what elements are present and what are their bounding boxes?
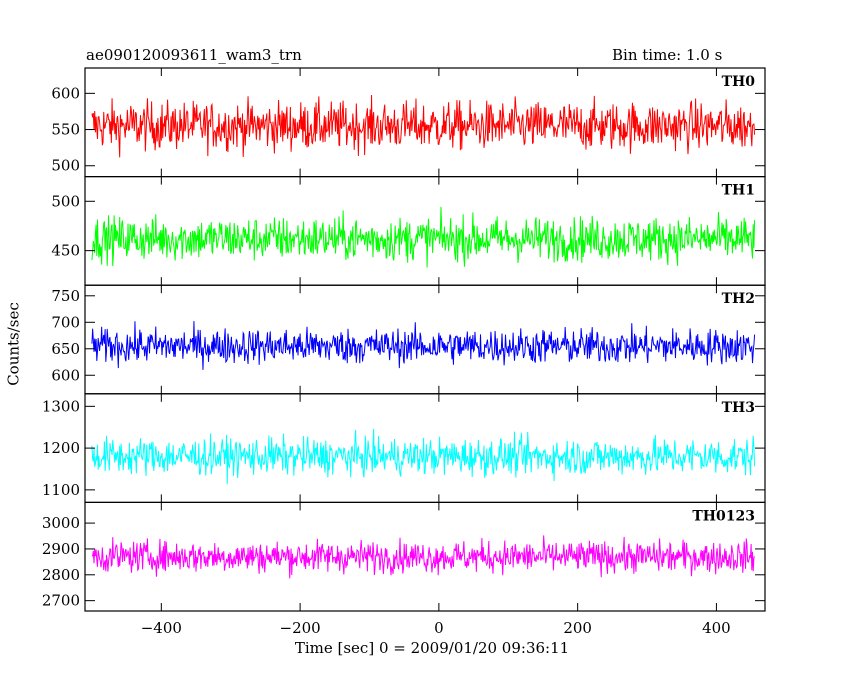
series-line-th0 xyxy=(91,94,756,158)
series-line-th0123 xyxy=(91,535,756,579)
y-tick-label: 2800 xyxy=(42,566,80,584)
y-tick-label: 450 xyxy=(51,242,80,260)
y-tick-label: 1100 xyxy=(42,481,80,499)
panel-frame-th3 xyxy=(84,393,766,503)
x-tick-label: −400 xyxy=(141,619,182,637)
y-tick-label: 700 xyxy=(51,313,80,331)
y-tick-label: 500 xyxy=(51,157,80,175)
y-tick-label: 500 xyxy=(51,192,80,210)
panel-label-th2: TH2 xyxy=(722,291,755,307)
x-tick-label: −200 xyxy=(280,619,321,637)
panel-frame-th0123 xyxy=(84,501,766,612)
bin-time-label: Bin time: 1.0 s xyxy=(612,46,723,64)
y-tick-label: 650 xyxy=(51,340,80,358)
series-line-th2 xyxy=(91,321,756,370)
y-tick-label: 2700 xyxy=(42,592,80,610)
panel-label-th3: TH3 xyxy=(722,400,755,416)
panel-frame-th2 xyxy=(84,284,766,395)
y-tick-label: 3000 xyxy=(42,514,80,532)
x-tick-label: 0 xyxy=(434,619,444,637)
y-tick-label: 1300 xyxy=(42,397,80,415)
x-tick-label: 200 xyxy=(563,619,592,637)
y-tick-label: 750 xyxy=(51,287,80,305)
y-tick-label: 550 xyxy=(51,121,80,139)
series-line-th3 xyxy=(91,428,756,485)
panel-label-th1: TH1 xyxy=(722,183,755,199)
y-tick-label: 2900 xyxy=(42,540,80,558)
x-axis-label: Time [sec] 0 = 2009/01/20 09:36:11 xyxy=(294,639,570,657)
x-tick-label: 400 xyxy=(702,619,731,637)
panel-label-th0123: TH0123 xyxy=(692,508,755,524)
y-tick-label: 600 xyxy=(51,84,80,102)
series-line-th1 xyxy=(91,206,756,268)
chart-title: ae090120093611_wam3_trn xyxy=(86,46,302,64)
y-tick-label: 600 xyxy=(51,366,80,384)
y-tick-label: 1200 xyxy=(42,439,80,457)
panel-label-th0: TH0 xyxy=(722,74,756,90)
